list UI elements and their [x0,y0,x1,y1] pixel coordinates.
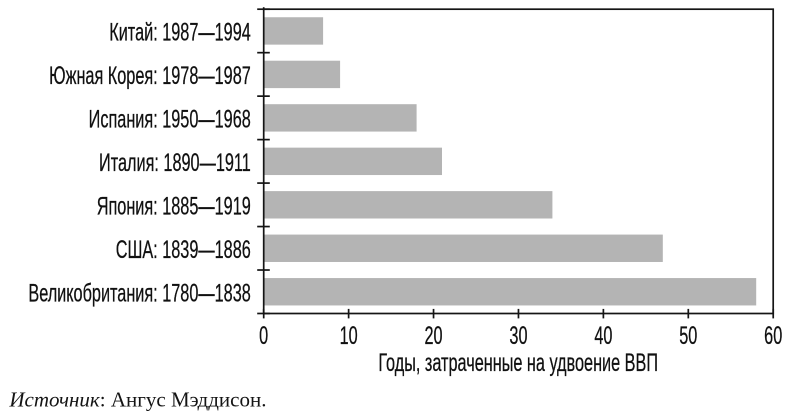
svg-text:30: 30 [509,323,527,350]
svg-text:60: 60 [764,323,782,350]
svg-text:Годы, затраченные на удвоение: Годы, затраченные на удвоение ВВП [378,350,658,377]
svg-text:10: 10 [340,323,358,350]
svg-text:50: 50 [679,323,697,350]
svg-text:40: 40 [594,323,612,350]
svg-text:Китай: 1987—1994: Китай: 1987—1994 [109,19,251,46]
svg-text:США: 1839—1886: США: 1839—1886 [116,237,251,264]
svg-text:Япония: 1885—1919: Япония: 1885—1919 [97,193,251,220]
svg-text:Испания: 1950—1968: Испания: 1950—1968 [89,106,251,133]
svg-text:Источник: Ангус Мэддисон.: Источник: Ангус Мэддисон. [8,387,266,411]
svg-text:Италия: 1890—1911: Италия: 1890—1911 [99,150,251,177]
svg-text:Южная Корея: 1978—1987: Южная Корея: 1978—1987 [49,63,251,90]
svg-text:Великобритания: 1780—1838: Великобритания: 1780—1838 [28,280,250,307]
svg-text:0: 0 [259,323,268,350]
svg-text:20: 20 [424,323,442,350]
